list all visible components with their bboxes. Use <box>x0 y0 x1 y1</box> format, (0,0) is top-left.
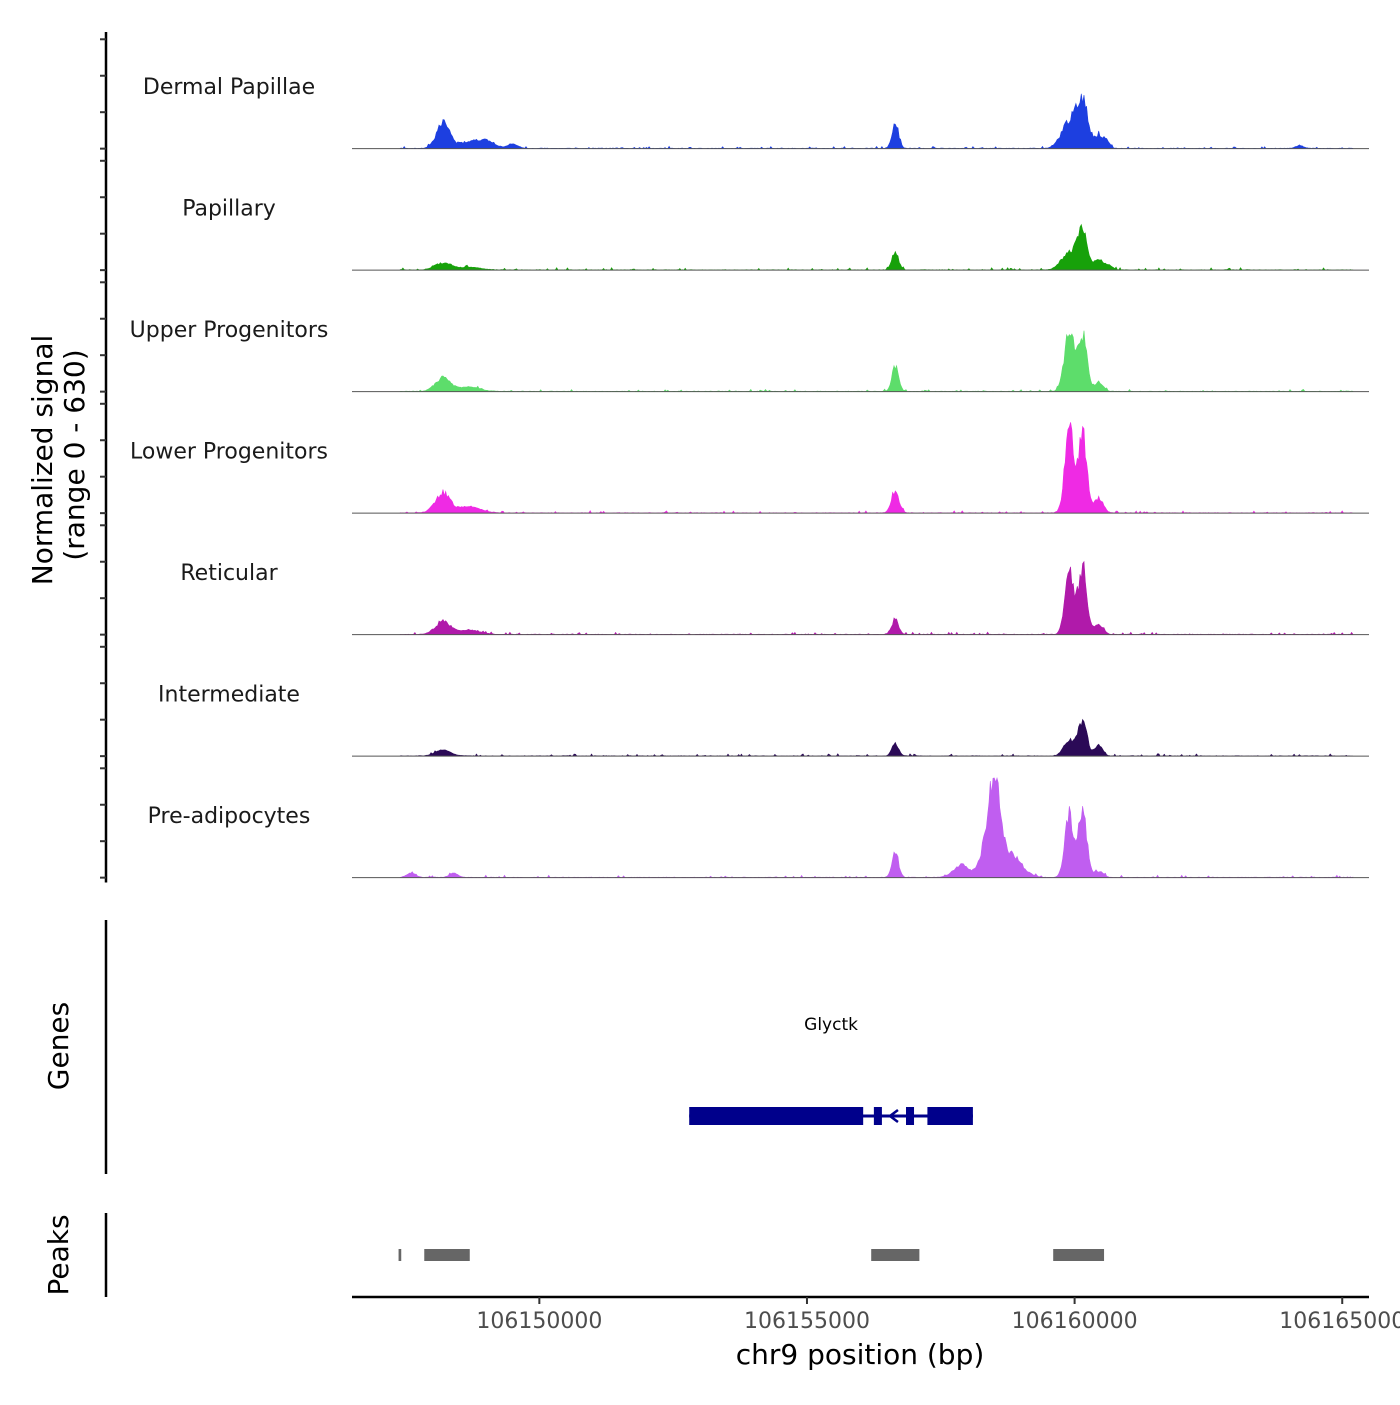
signal-track: Intermediate <box>158 683 1369 757</box>
signal-track: Lower Progenitors <box>130 422 1369 514</box>
track-label: Lower Progenitors <box>130 440 328 465</box>
strand-arrow <box>887 1109 899 1123</box>
signal-track: Reticular <box>180 560 1369 636</box>
signal-area <box>399 223 1354 271</box>
genes-panel-title: Genes <box>42 1002 75 1090</box>
x-tick-label: 106155000 <box>744 1309 870 1334</box>
signal-area <box>399 422 1353 514</box>
track-label: Upper Progenitors <box>130 318 329 343</box>
peak-region <box>1053 1249 1105 1261</box>
signal-track: Papillary <box>182 197 1369 271</box>
x-axis: 106150000 106155000 106160000 106165000 <box>352 1295 1400 1334</box>
y-axis-title: Normalized signal <box>26 335 59 586</box>
track-label: Intermediate <box>158 683 300 708</box>
signal-area <box>399 330 1354 392</box>
x-tick-label: 106160000 <box>1012 1309 1138 1334</box>
gene-exon <box>873 1107 882 1125</box>
signal-area <box>399 777 1354 879</box>
genes-panel: Glyctk <box>689 1015 973 1125</box>
gene-label: Glyctk <box>804 1015 858 1035</box>
gene: Glyctk <box>689 1015 973 1125</box>
signal-tracks: Dermal Papillae Papillary Upper Progenitor… <box>130 75 1369 879</box>
x-tick-label: 106165000 <box>1279 1309 1400 1334</box>
y-axis-range: (range 0 - 630) <box>58 349 91 560</box>
peak-region <box>398 1249 402 1261</box>
signal-track: Upper Progenitors <box>130 318 1369 393</box>
signal-track: Dermal Papillae <box>143 75 1369 150</box>
signal-area <box>399 560 1354 636</box>
gene-exon <box>927 1107 973 1125</box>
signal-track: Pre-adipocytes <box>148 777 1369 879</box>
left-axes <box>100 32 108 1297</box>
x-axis-title: chr9 position (bp) <box>736 1338 985 1371</box>
signal-area <box>399 718 1353 757</box>
track-label: Papillary <box>182 197 276 222</box>
peaks-panel-title: Peaks <box>42 1214 75 1295</box>
gene-exon <box>905 1107 915 1125</box>
signal-y-ticks <box>100 38 106 879</box>
gene-exon <box>689 1107 864 1125</box>
x-tick-label: 106150000 <box>476 1309 602 1334</box>
track-label: Dermal Papillae <box>143 75 315 100</box>
track-label: Pre-adipocytes <box>148 804 311 829</box>
signal-area <box>399 93 1354 150</box>
track-label: Reticular <box>180 561 278 586</box>
peak-region <box>871 1249 920 1261</box>
peak-region <box>424 1249 470 1261</box>
peaks-panel <box>398 1249 1105 1261</box>
